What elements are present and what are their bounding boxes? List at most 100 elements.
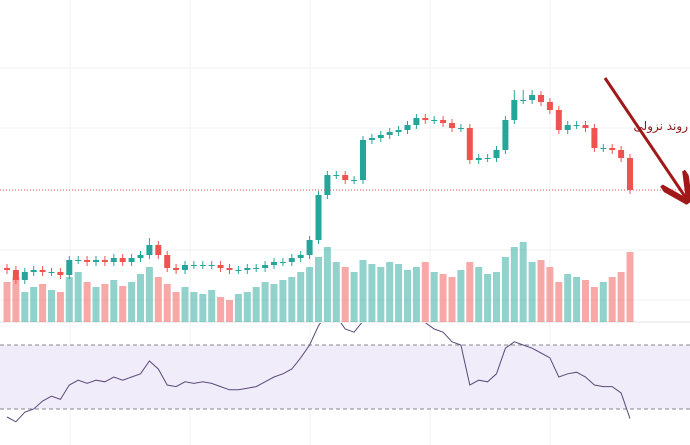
candle-body — [511, 100, 518, 120]
volume-bar — [315, 257, 322, 322]
volume-bar — [484, 274, 492, 322]
candle-body — [573, 125, 580, 126]
volume-bar — [306, 267, 314, 322]
candle-body — [342, 175, 349, 180]
volume-bar — [501, 257, 509, 322]
candle-body — [235, 270, 242, 271]
candle-body — [262, 265, 269, 268]
candle-body — [351, 180, 358, 181]
volume-bar — [172, 292, 180, 322]
candle-body — [600, 148, 607, 149]
volume-bar — [137, 274, 144, 322]
volume-bar — [439, 274, 447, 322]
volume-bar — [350, 272, 358, 322]
volume-bar — [395, 264, 403, 322]
candle-body — [253, 268, 260, 269]
candle-body — [404, 125, 411, 130]
candle-body — [377, 135, 384, 138]
candle-body — [271, 262, 277, 265]
candle-body — [520, 100, 527, 101]
volume — [3, 242, 634, 322]
candle-body — [529, 95, 536, 100]
candle-body — [66, 260, 73, 275]
volume-bar — [466, 262, 474, 322]
volume-bar — [56, 292, 64, 322]
candle-body — [538, 95, 544, 102]
candle-body — [431, 120, 438, 121]
volume-bar — [128, 282, 136, 322]
volume-bar — [404, 270, 411, 322]
candle-body — [466, 128, 473, 160]
candle-body — [199, 265, 206, 266]
volume-bar — [261, 282, 269, 322]
volume-bar — [110, 280, 118, 322]
candle-body — [39, 270, 46, 272]
candle-body — [288, 258, 295, 262]
volume-bar — [217, 297, 225, 322]
volume-bar — [564, 274, 572, 322]
volume-bar — [226, 300, 233, 322]
candle-body — [315, 195, 322, 240]
volume-bar — [154, 277, 162, 322]
volume-bar — [181, 287, 189, 322]
candle-body — [137, 255, 144, 258]
volume-bar — [12, 277, 20, 322]
candle-body — [101, 260, 108, 262]
candle-body — [546, 102, 553, 110]
volume-bar — [30, 287, 38, 322]
rsi — [6, 323, 631, 423]
volume-bar — [190, 292, 198, 322]
candle-body — [57, 272, 64, 275]
volume-bar — [617, 272, 625, 322]
candle-body — [386, 132, 393, 135]
candle-body — [279, 262, 286, 263]
candle-body — [493, 150, 500, 158]
volume-bar — [493, 272, 500, 322]
candle-body — [564, 125, 571, 130]
volume-bar — [270, 284, 278, 322]
volume-bar — [546, 267, 554, 322]
candle-body — [360, 140, 366, 180]
candle-body — [395, 130, 402, 132]
volume-bar — [297, 272, 305, 322]
candle-body — [21, 272, 28, 280]
volume-bar — [83, 282, 91, 322]
volume-bar — [537, 260, 545, 322]
candles — [0, 90, 690, 284]
candle-body — [324, 175, 331, 195]
volume-bar — [39, 284, 47, 322]
volume-bar — [555, 282, 563, 322]
volume-bar — [288, 277, 296, 322]
volume-bar — [341, 267, 349, 322]
volume-bar — [590, 287, 598, 322]
candle-body — [422, 118, 429, 120]
volume-bar — [199, 294, 207, 322]
candle-body — [155, 245, 162, 255]
candle-body — [30, 270, 37, 272]
candle-body — [226, 268, 233, 270]
volume-bar — [48, 290, 55, 322]
volume-bar — [332, 262, 340, 322]
volume-bar — [243, 292, 251, 322]
volume-bar — [65, 277, 73, 322]
candle-body — [582, 125, 589, 128]
candle-body — [75, 260, 82, 261]
volume-bar — [457, 270, 465, 322]
candle-body — [48, 272, 55, 273]
volume-bar — [377, 267, 385, 322]
candle-body — [146, 245, 153, 255]
volume-bar — [528, 262, 536, 322]
volume-bar — [208, 290, 216, 322]
rsi-band — [0, 344, 690, 410]
candle-body — [93, 260, 99, 262]
volume-bar — [626, 252, 634, 322]
volume-bar — [412, 267, 420, 322]
annotation: روند نزولی — [634, 119, 689, 134]
volume-bar — [421, 262, 429, 322]
volume-bar — [519, 242, 527, 322]
candle-body — [12, 270, 19, 280]
candle-body — [208, 265, 215, 266]
candle-body — [306, 240, 313, 255]
volume-bar — [599, 282, 607, 322]
